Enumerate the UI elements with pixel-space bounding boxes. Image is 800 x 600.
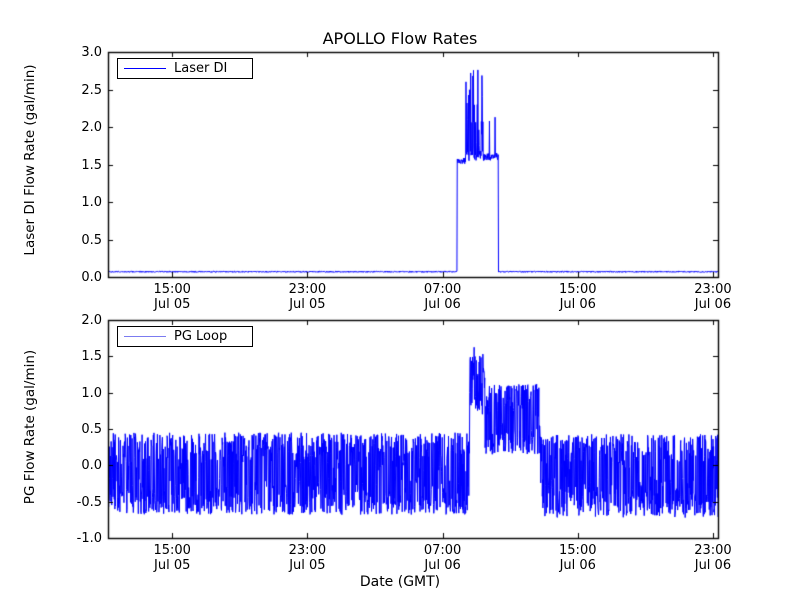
y-tick-label: 0.5 bbox=[81, 422, 102, 437]
x-tick-date: Jul 06 bbox=[424, 297, 461, 312]
x-tick-time: 15:00 bbox=[559, 543, 597, 558]
x-tick-time: 07:00 bbox=[423, 543, 462, 558]
x-tick-time: 23:00 bbox=[694, 282, 732, 297]
legend-label-laser-di: Laser DI bbox=[174, 61, 228, 76]
x-tick-date: Jul 05 bbox=[289, 558, 326, 573]
y-tick-label: 1.5 bbox=[81, 157, 102, 173]
legend-bottom-panel[interactable]: PG Loop bbox=[117, 326, 253, 347]
y-tick-label: 2.5 bbox=[81, 82, 102, 98]
x-tick-date: Jul 06 bbox=[559, 558, 596, 573]
x-tick-label: 07:00 Jul 06 bbox=[398, 283, 488, 311]
x-tick-time: 23:00 bbox=[694, 543, 732, 558]
legend-top-panel[interactable]: Laser DI bbox=[117, 58, 253, 79]
x-tick-label: 15:00 Jul 06 bbox=[533, 283, 623, 311]
x-tick-date: Jul 06 bbox=[694, 558, 732, 573]
legend-label-pg-loop: PG Loop bbox=[174, 329, 228, 344]
x-tick-label: 23:00 Jul 05 bbox=[262, 283, 352, 311]
y-tick-label: 2.0 bbox=[81, 120, 102, 135]
x-tick-label: 23:00 Jul 05 bbox=[262, 544, 352, 572]
y-tick-label: 1.0 bbox=[81, 385, 102, 401]
x-tick-time: 15:00 bbox=[153, 543, 191, 558]
x-axis-label: Date (GMT) bbox=[359, 574, 441, 590]
page-title: APOLLO Flow Rates bbox=[322, 29, 478, 48]
x-tick-date: Jul 05 bbox=[154, 297, 191, 312]
x-tick-date: Jul 06 bbox=[559, 297, 596, 312]
x-tick-time: 07:00 bbox=[423, 282, 462, 297]
y-tick-label: 0.5 bbox=[81, 232, 102, 248]
x-tick-label: 15:00 Jul 06 bbox=[533, 544, 623, 572]
y-tick-label: 0.0 bbox=[81, 270, 102, 285]
x-tick-time: 15:00 bbox=[559, 282, 597, 297]
y-tick-label: 1.0 bbox=[81, 195, 102, 210]
y-tick-label: 0.0 bbox=[81, 458, 102, 474]
y-tick-label: 1.5 bbox=[81, 349, 102, 365]
x-tick-date: Jul 06 bbox=[424, 558, 461, 573]
top-panel-y-axis-label: Laser DI Flow Rate (gal/min) bbox=[22, 64, 38, 256]
bottom-panel-y-axis-label: PG Flow Rate (gal/min) bbox=[22, 349, 38, 505]
x-tick-label: 07:00 Jul 06 bbox=[398, 544, 488, 572]
y-tick-label: -0.5 bbox=[76, 494, 102, 510]
y-tick-label: -1.0 bbox=[76, 531, 102, 546]
x-tick-label: 23:00 Jul 06 bbox=[668, 544, 758, 572]
x-tick-date: Jul 05 bbox=[289, 297, 326, 312]
x-tick-label: 15:00 Jul 05 bbox=[127, 283, 217, 311]
x-tick-time: 15:00 bbox=[153, 282, 191, 297]
x-tick-date: Jul 06 bbox=[694, 297, 732, 312]
x-tick-date: Jul 05 bbox=[154, 558, 191, 573]
x-tick-label: 15:00 Jul 05 bbox=[127, 544, 217, 572]
x-tick-time: 23:00 bbox=[288, 282, 327, 297]
y-tick-label: 2.0 bbox=[81, 313, 102, 328]
x-tick-time: 23:00 bbox=[288, 543, 327, 558]
y-tick-label: 3.0 bbox=[81, 45, 102, 60]
legend-line-swatch-laser-di bbox=[124, 68, 166, 69]
legend-line-swatch-pg-loop bbox=[124, 336, 166, 337]
x-tick-label: 23:00 Jul 06 bbox=[668, 283, 758, 311]
